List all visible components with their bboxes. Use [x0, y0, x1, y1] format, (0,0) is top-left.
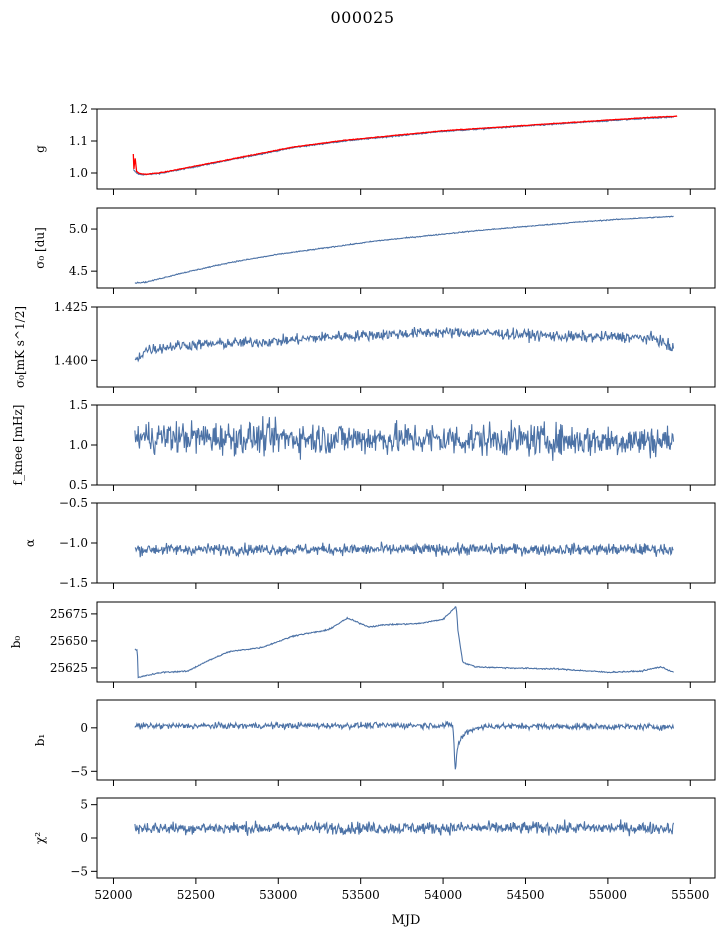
sigma0-phys-ytick-label: 1.425: [54, 300, 88, 314]
panel-sigma0: 4.5 5.0 σ₀ [du]: [33, 207, 716, 294]
fknee-ytick-label: 1.0: [69, 438, 88, 452]
fknee-series-data-line: [134, 416, 675, 461]
b0-ytick-label: 25650: [50, 634, 88, 648]
xtick-label: 54000: [424, 888, 462, 902]
chi2-ylabel: χ²: [33, 832, 47, 844]
b1-ylabel: b₁: [33, 734, 47, 747]
sigma0-ytick-label: 4.5: [69, 264, 88, 278]
sigma0-phys-ylabel: σ₀[mK s^1/2]: [13, 306, 27, 388]
chi2-ytick-label: −5: [70, 864, 88, 878]
alpha-series-data-line: [134, 541, 674, 558]
alpha-ytick-label: −1.5: [59, 576, 88, 590]
sigma0-phys-series-data-line: [134, 326, 675, 363]
figure-title: 000025: [330, 8, 395, 27]
chi2-axes-frame: [96, 797, 716, 879]
panel-sigma0-phys: 1.400 1.425 σ₀[mK s^1/2]: [13, 300, 716, 393]
g-ytick-label: 1.0: [69, 166, 88, 180]
xtick-label: 55500: [671, 888, 709, 902]
b0-series-data-line: [134, 606, 674, 679]
b0-ytick-label: 25625: [50, 661, 88, 675]
g-ylabel: g: [33, 145, 47, 153]
xtick-label: 53500: [342, 888, 380, 902]
b1-axes-frame: [96, 699, 716, 781]
b0-ytick-label: 25675: [50, 607, 88, 621]
alpha-ytick-label: −0.5: [59, 496, 88, 510]
panel-g: 1.0 1.1 1.2 g: [33, 102, 716, 195]
b0-ylabel: b₀: [9, 636, 23, 649]
fknee-ytick-label: 1.5: [69, 398, 88, 412]
xtick-label: 54500: [506, 888, 544, 902]
chi2-series-data-line: [134, 819, 675, 837]
chi2-ytick-label: 0: [80, 831, 88, 845]
g-ytick-label: 1.1: [69, 134, 88, 148]
g-series-data-line: [132, 115, 674, 176]
sigma0-ylabel: σ₀ [du]: [33, 227, 47, 269]
b1-ytick-label: 0: [80, 721, 88, 735]
g-ytick-label: 1.2: [69, 102, 88, 116]
g-series-fit-line: [132, 115, 678, 176]
alpha-ylabel: α: [23, 539, 37, 547]
fknee-ytick-label: 0.5: [69, 478, 88, 492]
panel-b0: 25625 25650 25675 b₀: [9, 601, 716, 688]
b0-axes-frame: [96, 601, 716, 683]
alpha-axes-frame: [96, 502, 716, 584]
sigma0-phys-axes-frame: [96, 306, 716, 388]
panel-fknee: 0.5 1.0 1.5 f_knee [mHz]: [11, 398, 716, 492]
panel-b1: −5 0 b₁: [33, 699, 716, 786]
panel-chi2: −5 0 5 52000 52500 53000 53500 54000 54500 55000 5…: [33, 797, 716, 902]
xtick-label: 52500: [177, 888, 215, 902]
chi2-ytick-label: 5: [80, 798, 88, 812]
xtick-label: 53000: [259, 888, 297, 902]
b1-series-data-line: [134, 720, 675, 770]
alpha-ytick-label: −1.0: [59, 536, 88, 550]
x-axis-label: MJD: [392, 913, 421, 928]
fknee-ylabel: f_knee [mHz]: [11, 405, 25, 486]
sigma0-phys-ytick-label: 1.400: [54, 353, 88, 367]
xtick-label: 52000: [94, 888, 132, 902]
sigma0-axes-frame: [96, 207, 716, 289]
sigma0-series-data-line: [134, 215, 674, 284]
xtick-label: 55000: [589, 888, 627, 902]
sigma0-ytick-label: 5.0: [69, 222, 88, 236]
g-axes-frame: [96, 108, 716, 190]
panel-alpha: −1.5 −1.0 −0.5 α: [23, 496, 716, 590]
b1-ytick-label: −5: [70, 764, 88, 778]
